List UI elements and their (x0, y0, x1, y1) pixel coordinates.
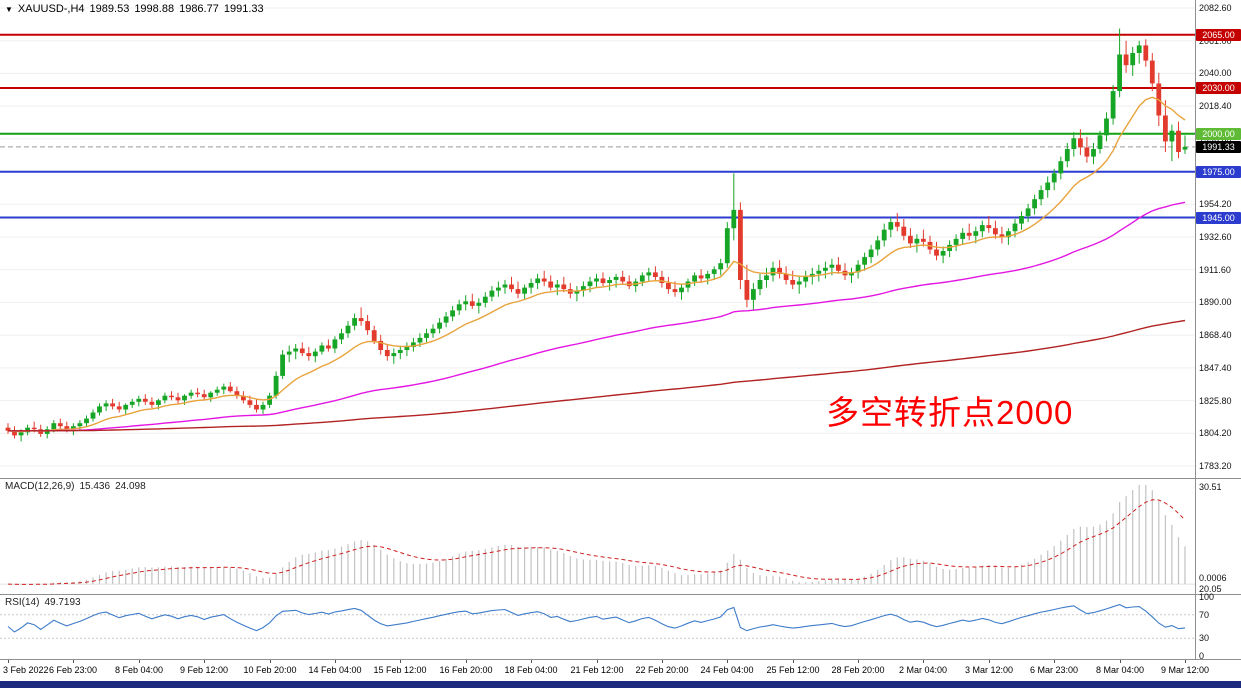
time-axis-tick (335, 660, 336, 663)
price-chart-pane[interactable]: ▼ XAUUSD-,H4 1989.53 1998.88 1986.77 1991.33 … (0, 0, 1195, 478)
time-axis-tick (662, 660, 663, 663)
time-axis-label: 16 Feb 20:00 (439, 665, 493, 675)
macd-name: MACD(12,26,9) (5, 481, 75, 492)
time-axis-tick (989, 660, 990, 663)
time-axis-label: 22 Feb 20:00 (635, 665, 689, 675)
price-axis-label: 1825.80 (1199, 395, 1232, 406)
time-axis-tick (466, 660, 467, 663)
ohlc-open: 1989.53 (89, 3, 130, 15)
price-axis-label: 1847.40 (1199, 362, 1232, 373)
time-axis[interactable]: 3 Feb 2022 6 Feb 23:00 8 Feb 04:00 9 Feb 12… (0, 660, 1241, 681)
pane-separator[interactable] (0, 594, 1241, 595)
time-axis-label: 24 Feb 04:00 (700, 665, 754, 675)
price-axis-label: 2040.00 (1199, 68, 1232, 79)
price-axis[interactable]: 2082.602061.002040.002018.401996.801975.… (1196, 0, 1241, 478)
price-level-tag: 1975.00 (1196, 165, 1241, 178)
rsi-axis: 100 70 30 0 (1196, 592, 1241, 661)
rsi-axis-label: 70 (1199, 609, 1210, 620)
macd-axis-label: 30.51 (1199, 482, 1222, 492)
time-axis-label: 6 Mar 23:00 (1029, 665, 1079, 675)
price-axis-label: 1868.40 (1199, 330, 1232, 341)
bottom-bar (0, 681, 1241, 688)
time-axis-tick (400, 660, 401, 663)
time-axis-label: 18 Feb 04:00 (504, 665, 558, 675)
chart-annotation[interactable]: 多空转折点2000 (826, 394, 1074, 431)
time-axis-label: 3 Feb 2022 (3, 665, 49, 675)
time-axis-tick (1185, 660, 1186, 663)
price-axis-label: 1783.20 (1199, 461, 1232, 471)
time-axis-label: 9 Mar 12:00 (1160, 665, 1210, 675)
time-axis-tick (1120, 660, 1121, 663)
price-level-tag: 2065.00 (1196, 28, 1241, 41)
rsi-name: RSI(14) (5, 597, 40, 608)
axis-separator (1195, 0, 1196, 660)
time-axis-tick (204, 660, 205, 663)
price-level-tag: 1991.33 (1196, 140, 1241, 153)
time-axis-tick (531, 660, 532, 663)
rsi-pane[interactable]: RSI(14) 49.7193 (0, 595, 1195, 659)
price-axis-label: 1911.60 (1199, 264, 1231, 275)
time-axis-tick (139, 660, 140, 663)
time-axis-label: 15 Feb 12:00 (373, 665, 427, 675)
time-axis-tick (597, 660, 598, 663)
ohlc-low: 1986.77 (179, 3, 219, 15)
macd-indicator-label: MACD(12,26,9) 15.436 24.098 (5, 481, 151, 492)
price-axis-label: 1954.20 (1199, 199, 1232, 210)
price-axis-label: 1932.60 (1199, 232, 1232, 242)
ohlc-close: 1991.33 (223, 3, 264, 15)
time-axis-label: 3 Mar 12:00 (964, 665, 1014, 675)
rsi-axis-label: 0 (1199, 651, 1205, 661)
time-axis-tick (1054, 660, 1055, 663)
pane-separator (0, 659, 1241, 660)
macd-axis-label: 20.05 (1199, 584, 1222, 595)
time-axis-tick (73, 660, 74, 663)
price-axis-label: 1890.00 (1199, 297, 1232, 308)
time-axis-label: 10 Feb 20:00 (243, 665, 297, 675)
rsi-indicator-label: RSI(14) 49.7193 (5, 597, 86, 608)
macd-value-main: 15.436 (79, 481, 111, 492)
time-axis-tick (8, 660, 9, 663)
price-axis-label: 2082.60 (1199, 3, 1232, 13)
macd-plot (0, 485, 1195, 585)
time-axis-label: 9 Feb 12:00 (179, 665, 229, 675)
time-axis-label: 25 Feb 12:00 (766, 665, 820, 675)
time-axis-tick (270, 660, 271, 663)
pane-separator[interactable] (0, 478, 1241, 479)
macd-value-signal: 24.098 (115, 481, 146, 492)
macd-pane[interactable]: MACD(12,26,9) 15.436 24.098 (0, 479, 1195, 594)
chart-title: ▼ XAUUSD-,H4 1989.53 1998.88 1986.77 1991.33 (5, 3, 269, 15)
rsi-value: 49.7193 (44, 597, 81, 608)
time-axis-label: 28 Feb 20:00 (831, 665, 885, 675)
time-axis-label: 6 Feb 23:00 (48, 665, 98, 675)
time-axis-tick (923, 660, 924, 663)
rsi-axis-label: 100 (1199, 592, 1215, 602)
macd-axis: 30.51 0.0006 20.05 (1196, 479, 1241, 594)
price-axis-label: 2018.40 (1199, 101, 1232, 112)
time-axis-label: 8 Feb 04:00 (114, 665, 164, 675)
time-axis-label: 2 Mar 04:00 (898, 665, 948, 675)
chart-symbol-period: XAUUSD-,H4 (17, 3, 85, 15)
price-level-tag: 2030.00 (1196, 82, 1241, 95)
chart-dropdown-icon[interactable]: ▼ (5, 5, 13, 14)
time-axis-label: 14 Feb 04:00 (308, 665, 362, 675)
candlestick-plot[interactable] (0, 0, 1195, 478)
time-axis-label: 8 Mar 04:00 (1095, 665, 1145, 675)
time-axis-label: 21 Feb 12:00 (570, 665, 624, 675)
ohlc-high: 1998.88 (134, 3, 175, 15)
time-axis-tick (858, 660, 859, 663)
price-axis-label: 1804.20 (1199, 428, 1232, 439)
rsi-plot (0, 604, 1195, 639)
time-axis-tick (727, 660, 728, 663)
rsi-axis-label: 30 (1199, 633, 1210, 644)
time-axis-tick (793, 660, 794, 663)
price-level-tag: 2000.00 (1196, 127, 1241, 140)
price-level-tag: 1945.00 (1196, 211, 1241, 224)
macd-axis-label: 0.0006 (1199, 573, 1227, 584)
